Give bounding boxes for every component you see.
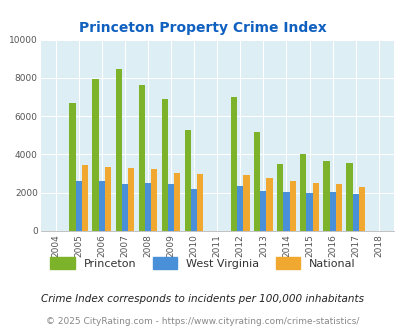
Bar [174,173,180,231]
Bar [254,132,260,231]
Bar [243,176,249,231]
Bar [75,181,82,231]
Bar [306,193,312,231]
Bar [322,161,329,231]
Bar [329,192,335,231]
Bar [128,168,134,231]
Bar [312,183,318,231]
Bar [190,189,197,231]
Bar [104,167,111,231]
Bar [260,191,266,231]
Bar [345,163,352,231]
Bar [98,181,104,231]
Bar [115,69,122,231]
Bar [151,169,157,231]
Bar [237,186,243,231]
Bar [352,194,358,231]
Legend: Princeton, West Virginia, National: Princeton, West Virginia, National [46,253,359,273]
Bar [161,99,168,231]
Bar [289,181,295,231]
Bar [122,184,128,231]
Text: Crime Index corresponds to incidents per 100,000 inhabitants: Crime Index corresponds to incidents per… [41,294,364,304]
Bar [69,103,75,231]
Bar [168,184,174,231]
Bar [299,154,306,231]
Bar [277,164,283,231]
Bar [230,97,237,231]
Bar [266,178,272,231]
Text: Princeton Property Crime Index: Princeton Property Crime Index [79,21,326,35]
Bar [358,187,364,231]
Bar [92,79,98,231]
Bar [184,130,190,231]
Bar [197,174,203,231]
Text: © 2025 CityRating.com - https://www.cityrating.com/crime-statistics/: © 2025 CityRating.com - https://www.city… [46,317,359,326]
Bar [283,192,289,231]
Bar [138,84,145,231]
Bar [335,184,341,231]
Bar [145,183,151,231]
Bar [81,165,88,231]
